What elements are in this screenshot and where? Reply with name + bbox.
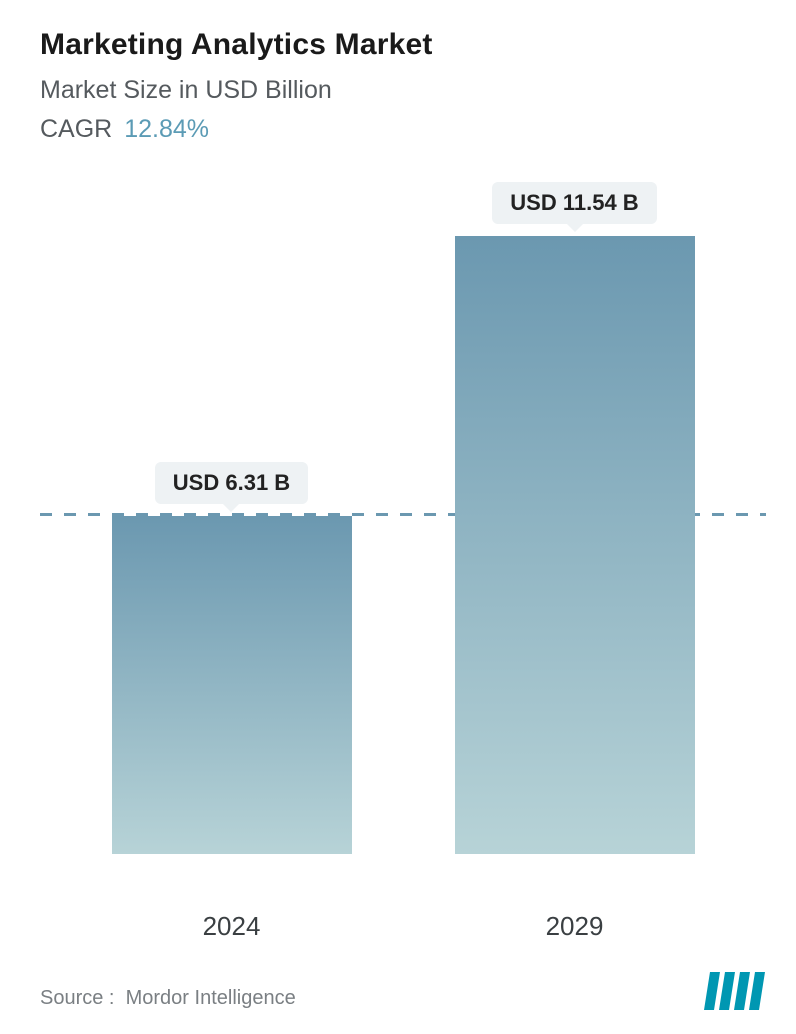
cagr-label: CAGR — [40, 115, 112, 143]
cagr-value: 12.84% — [124, 115, 209, 143]
bar — [112, 516, 352, 854]
value-badge: USD 6.31 B — [155, 462, 308, 504]
x-axis-label: 2029 — [403, 911, 746, 942]
value-badge: USD 11.54 B — [492, 182, 656, 224]
source-label: Source : — [40, 987, 114, 1009]
x-axis-label: 2024 — [60, 911, 403, 942]
source-name: Mordor Intelligence — [126, 987, 296, 1009]
chart-area: USD 6.31 B USD 11.54 B — [40, 164, 766, 893]
bars-container: USD 6.31 B USD 11.54 B — [40, 164, 766, 854]
mn-logo-icon — [704, 972, 766, 1010]
bar — [455, 236, 695, 854]
chart-subtitle: Market Size in USD Billion — [40, 76, 766, 105]
footer: Source : Mordor Intelligence — [40, 942, 766, 1014]
bar-slot: USD 11.54 B — [403, 164, 746, 854]
source-text: Source : Mordor Intelligence — [40, 987, 296, 1010]
cagr-row: CAGR 12.84% — [40, 115, 766, 144]
bar-slot: USD 6.31 B — [60, 164, 403, 854]
chart-card: Marketing Analytics Market Market Size i… — [0, 0, 796, 1034]
bar-wrap: USD 6.31 B — [112, 462, 352, 854]
chart-title: Marketing Analytics Market — [40, 28, 766, 62]
bar-wrap: USD 11.54 B — [455, 182, 695, 854]
x-axis-labels: 20242029 — [40, 893, 766, 942]
